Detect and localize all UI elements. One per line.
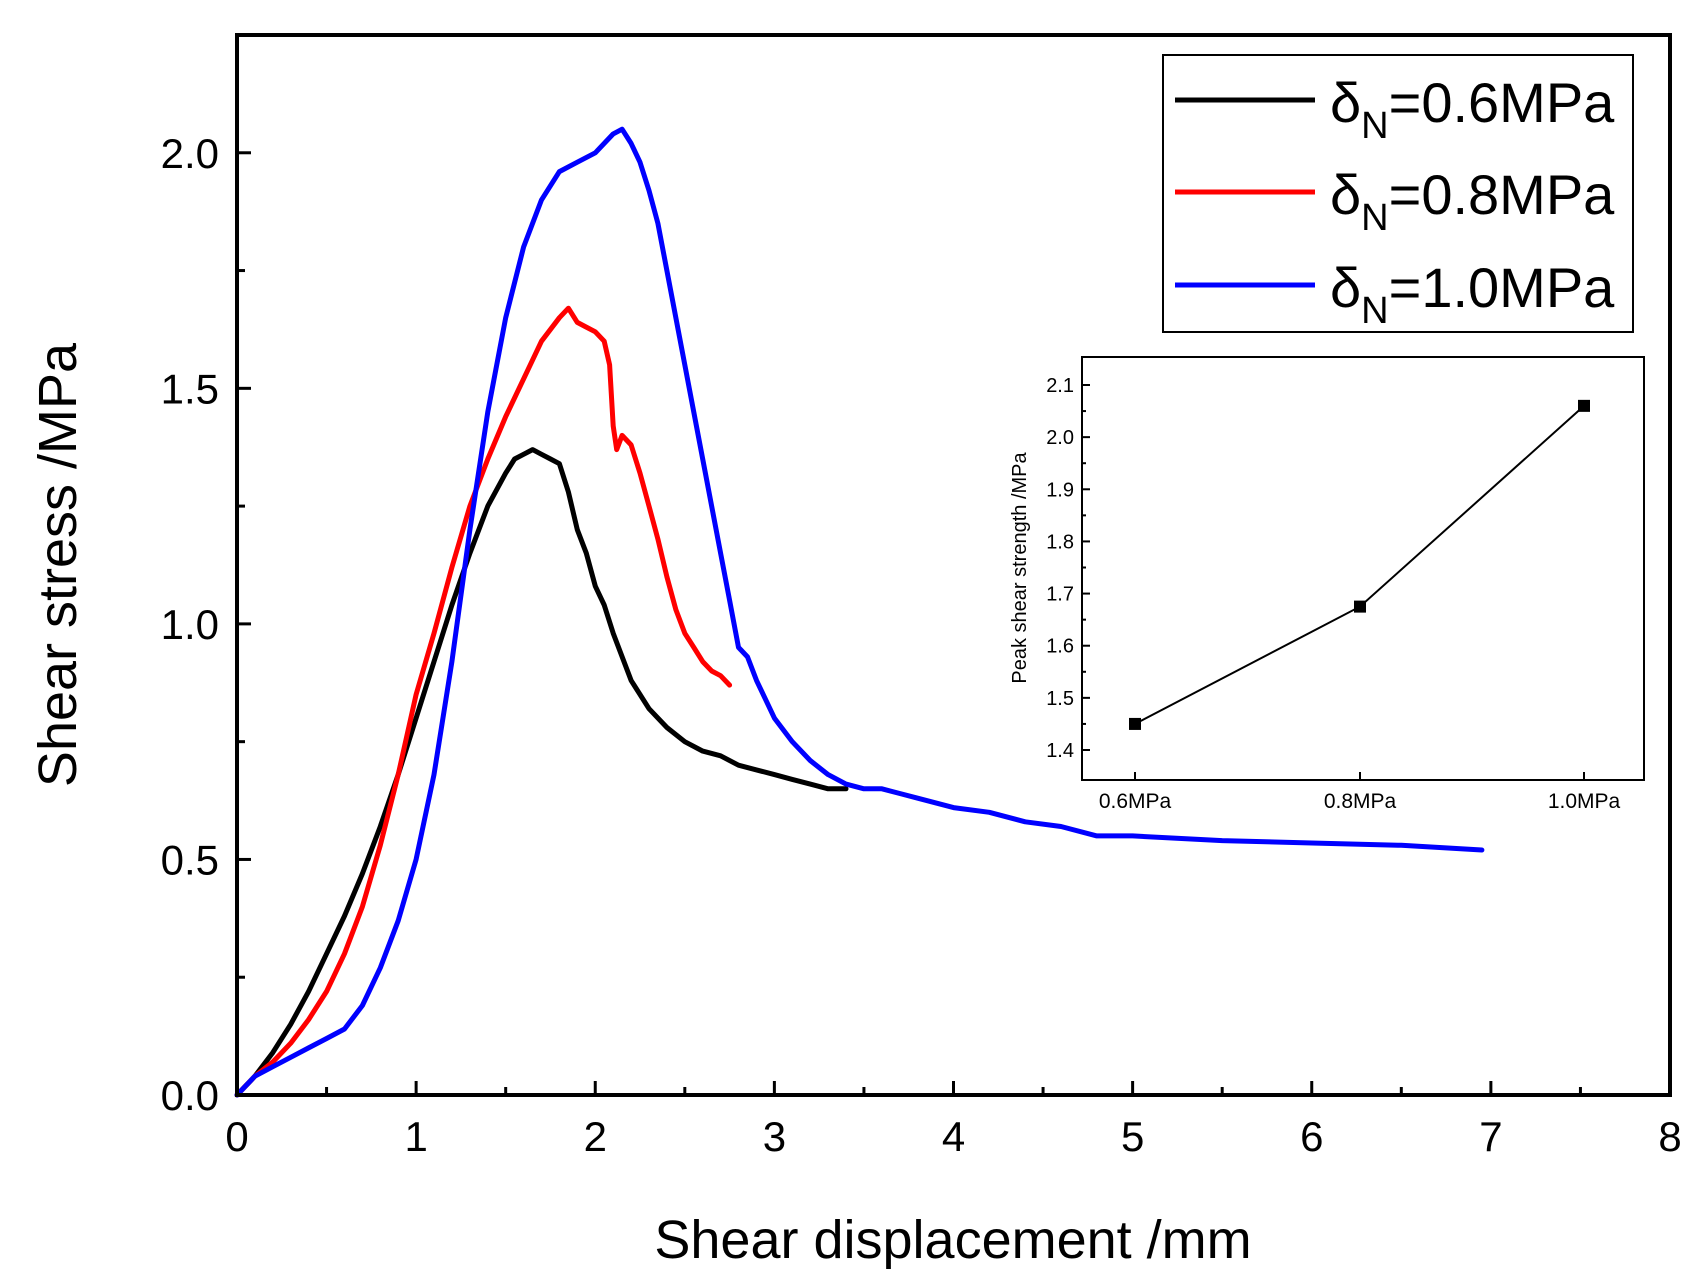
inset-x-tick-label: 0.6MPa — [1099, 790, 1172, 813]
y-tick-label: 0.0 — [161, 1072, 219, 1119]
inset-x-tick-label: 0.8MPa — [1324, 790, 1397, 813]
inset-y-tick-label: 1.6 — [1046, 636, 1074, 658]
inset-y-axis: 1.4 1.5 1.6 1.7 1.8 1.9 2.0 2.1 — [1046, 375, 1090, 762]
main-y-axis-label: Shear stress /MPa — [28, 342, 88, 787]
inset-series-group — [1129, 399, 1590, 730]
legend-label-2: δN=1.0MPa — [1330, 256, 1615, 332]
y-tick-label: 0.5 — [161, 836, 219, 883]
inset-y-tick-label: 1.7 — [1046, 584, 1074, 606]
legend-item-2: δN=1.0MPa — [1175, 256, 1615, 332]
inset-marker — [1129, 717, 1141, 730]
inset-x-axis: 0.6MPa 0.8MPa 1.0MPa — [1099, 772, 1621, 813]
inset-marker — [1578, 399, 1590, 412]
inset-chart: 0.6MPa 0.8MPa 1.0MPa 1.4 1.5 1.6 1.7 1.8 1.9 2.0… — [1009, 356, 1645, 813]
x-tick-label: 6 — [1300, 1113, 1323, 1160]
x-tick-label: 3 — [763, 1113, 786, 1160]
inset-y-tick-label: 1.5 — [1046, 688, 1074, 710]
x-tick-label: 4 — [942, 1113, 965, 1160]
series-line-0 — [234, 447, 849, 1098]
series-line-1 — [234, 305, 733, 1098]
x-tick-label: 0 — [225, 1113, 248, 1160]
legend-label-1: δN=0.8MPa — [1330, 163, 1615, 239]
x-tick-label: 1 — [404, 1113, 427, 1160]
main-y-axis: 0.0 0.5 1.0 1.5 2.0 — [161, 130, 251, 1119]
x-tick-label: 2 — [584, 1113, 607, 1160]
main-chart: 0 1 2 3 4 5 6 7 8 0.0 0.5 1.0 1.5 2.0 Shear displace… — [28, 33, 1682, 1270]
main-series-group — [234, 126, 1485, 1098]
y-tick-label: 2.0 — [161, 130, 219, 177]
inset-y-tick-label: 1.4 — [1046, 740, 1074, 762]
x-tick-label: 7 — [1479, 1113, 1502, 1160]
x-tick-label: 8 — [1658, 1113, 1681, 1160]
series-line-2 — [234, 126, 1485, 1098]
inset-marker — [1354, 600, 1366, 613]
inset-plot-frame — [1081, 356, 1645, 781]
legend: δN=0.6MPa δN=0.8MPa δN=1.0MPa — [1162, 54, 1634, 333]
y-tick-label: 1.0 — [161, 601, 219, 648]
inset-x-tick-label: 1.0MPa — [1548, 790, 1621, 813]
inset-y-tick-label: 2.1 — [1046, 375, 1074, 397]
x-tick-label: 5 — [1121, 1113, 1144, 1160]
legend-label-0: δN=0.6MPa — [1330, 71, 1615, 147]
inset-y-axis-label: Peak shear strength /MPa — [1009, 452, 1031, 684]
y-tick-label: 1.5 — [161, 365, 219, 412]
inset-y-tick-label: 1.9 — [1046, 479, 1074, 501]
inset-y-tick-label: 2.0 — [1046, 427, 1074, 449]
main-x-axis: 0 1 2 3 4 5 6 7 8 — [225, 1081, 1682, 1160]
inset-y-tick-label: 1.8 — [1046, 531, 1074, 553]
legend-item-0: δN=0.6MPa — [1175, 71, 1615, 147]
legend-item-1: δN=0.8MPa — [1175, 163, 1615, 239]
main-x-axis-label: Shear displacement /mm — [654, 1210, 1251, 1270]
